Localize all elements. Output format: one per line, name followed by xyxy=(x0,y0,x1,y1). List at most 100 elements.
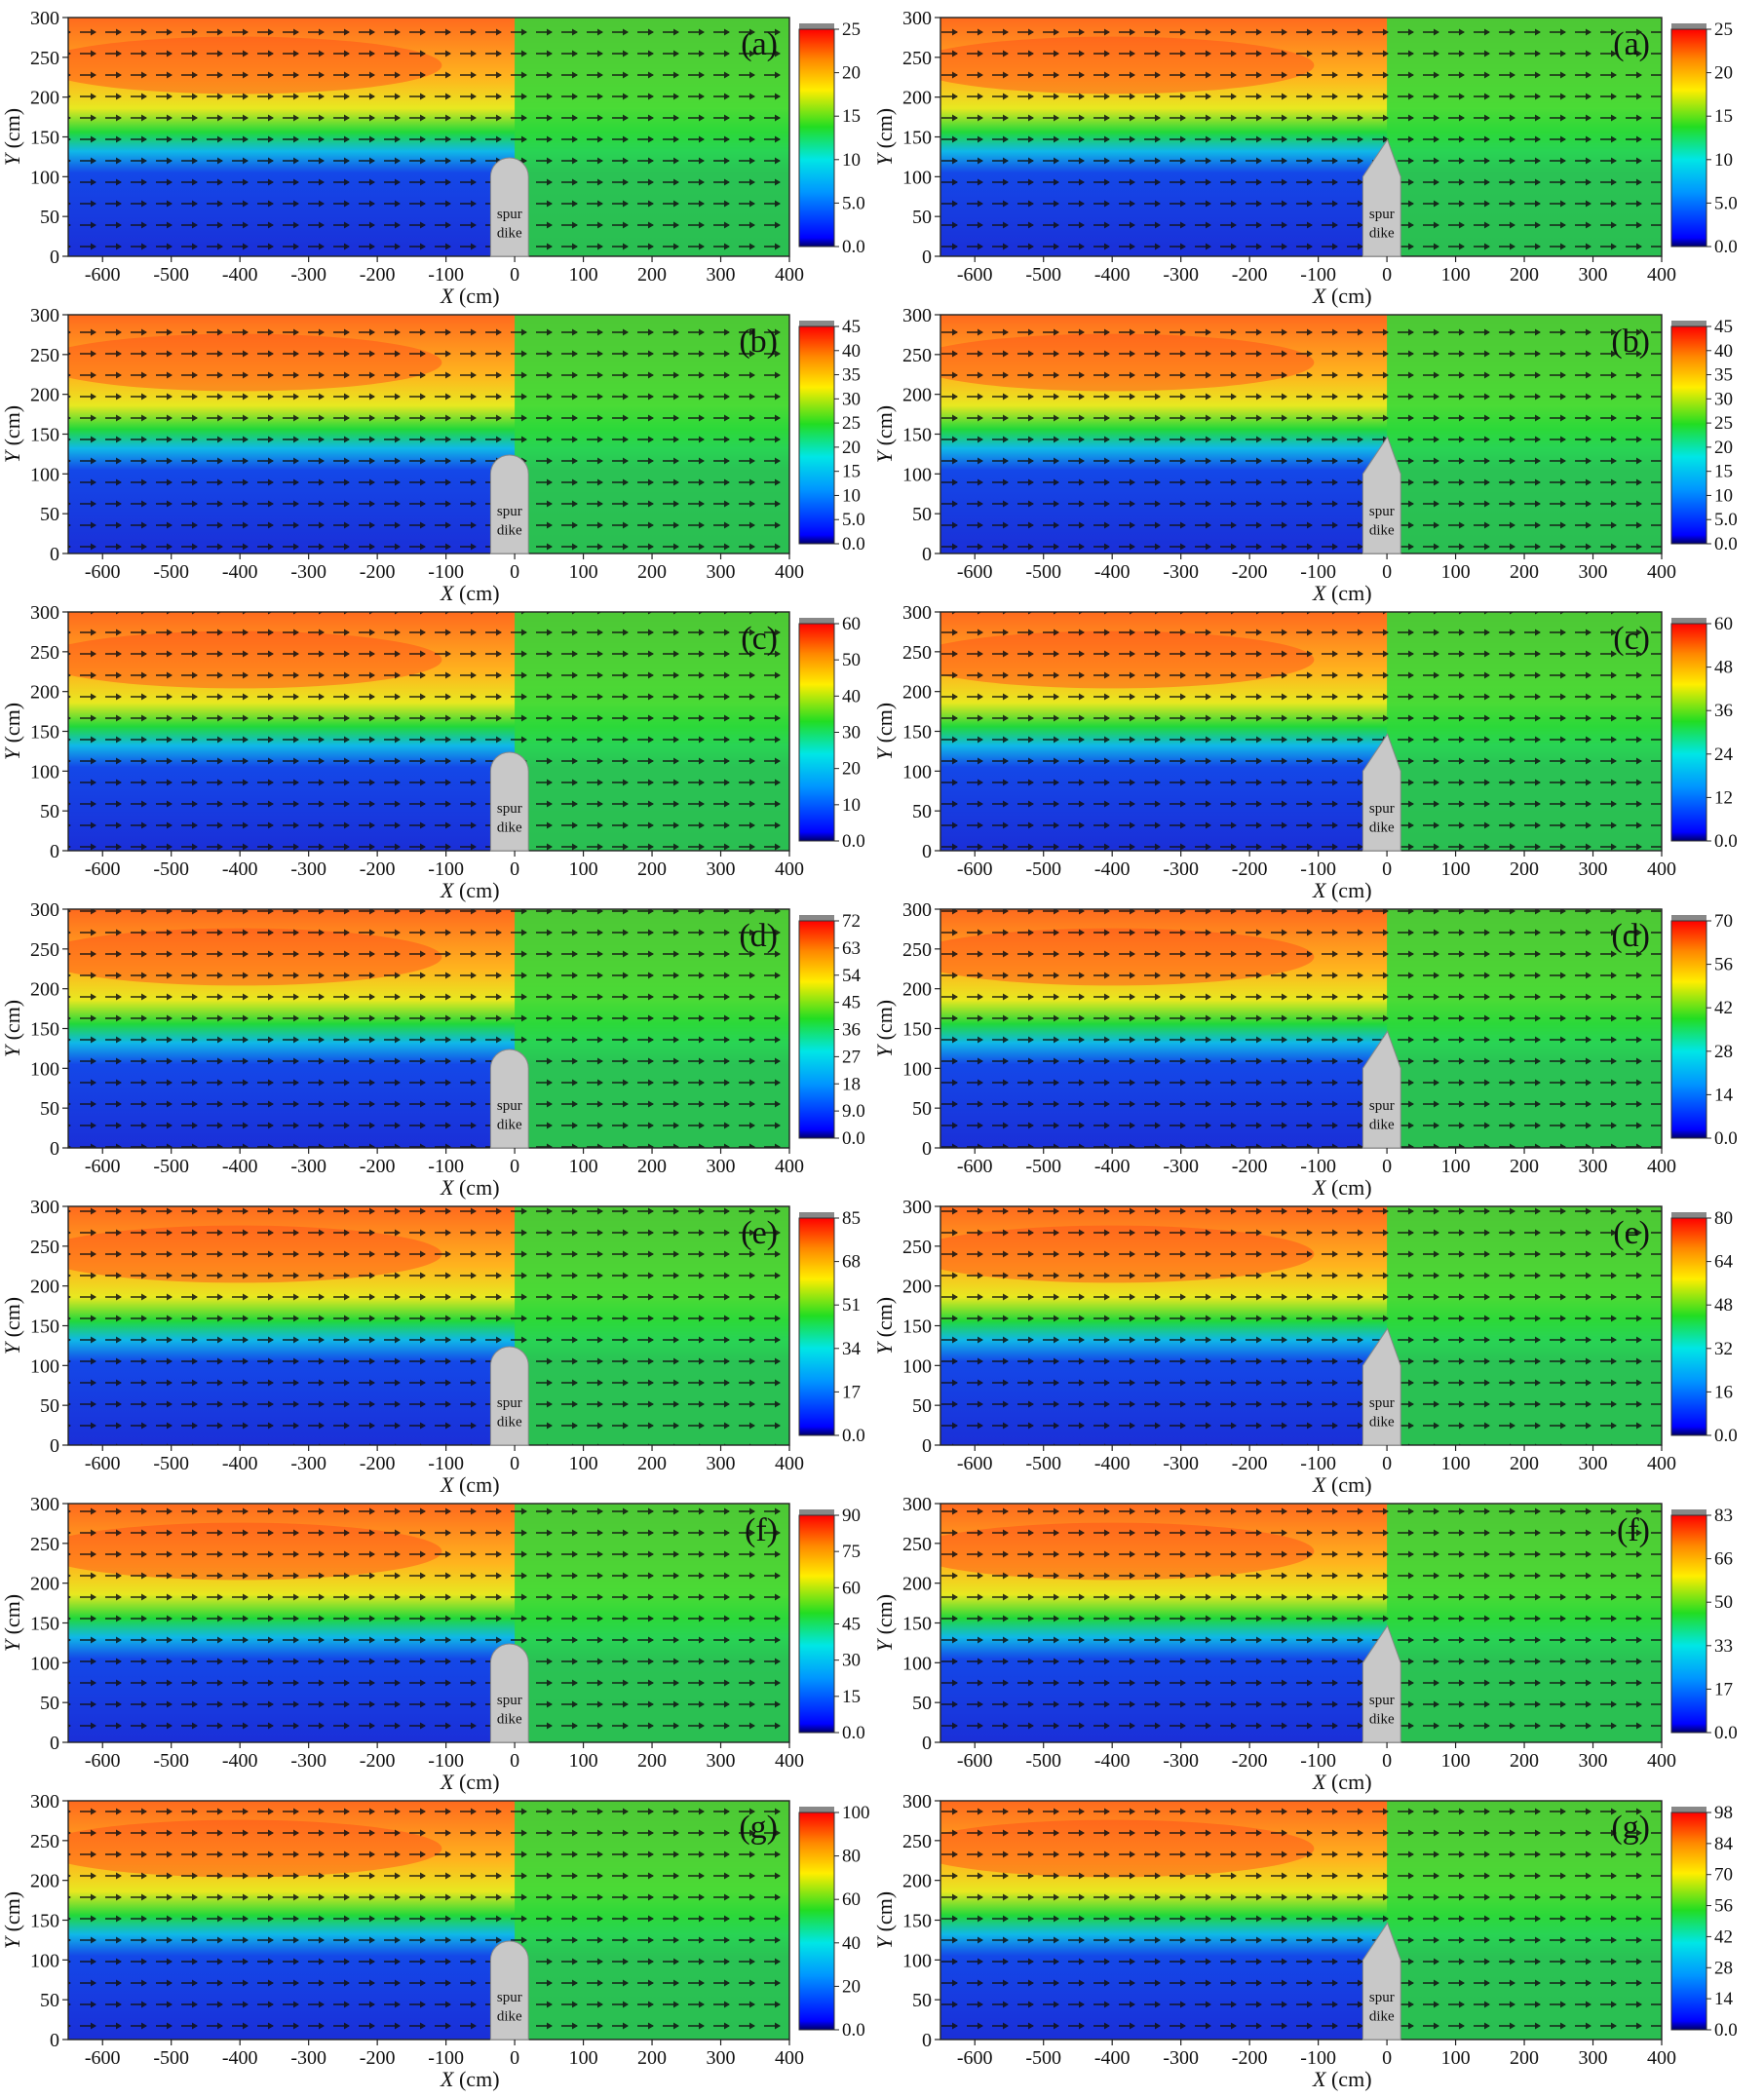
velocity-vectors xyxy=(940,1206,1662,1445)
colorbar-cap xyxy=(799,915,834,921)
velocity-field xyxy=(68,1801,789,2040)
spur-dike: spur dike xyxy=(489,751,529,852)
y-tick-label: 200 xyxy=(30,1277,59,1298)
x-tick-label: -400 xyxy=(1094,1453,1131,1474)
y-tick-label: 100 xyxy=(902,464,932,485)
x-axis: -600 -500 -400 -300 -200 -100 0 100 200 300 400 xyxy=(85,1445,804,1474)
x-tick-label: 400 xyxy=(775,1156,804,1177)
y-tick-label: 250 xyxy=(902,1831,932,1852)
velocity-field xyxy=(940,1206,1662,1445)
y-tick-label: 250 xyxy=(30,642,59,664)
y-tick-label: 100 xyxy=(30,761,59,782)
colorbar-tick-label: 83 xyxy=(1714,1506,1733,1526)
y-tick-label: 0 xyxy=(922,1733,932,1754)
x-axis: -600 -500 -400 -300 -200 -100 0 100 200 300 400 xyxy=(957,1742,1676,1772)
velocity-vectors xyxy=(940,18,1662,256)
y-tick-label: 50 xyxy=(40,1990,59,2011)
colorbar-tick-label: 20 xyxy=(842,438,861,458)
colorbar-tick-label: 10 xyxy=(842,485,861,506)
velocity-vectors xyxy=(940,612,1662,851)
x-axis: -600 -500 -400 -300 -200 -100 0 100 200 300 400 xyxy=(957,553,1676,583)
x-tick-label: -100 xyxy=(1300,1156,1336,1177)
y-tick-label: 50 xyxy=(912,207,932,228)
x-tick-label: -600 xyxy=(85,1750,121,1772)
x-tick-label: -100 xyxy=(428,264,464,286)
colorbar-tick-label: 60 xyxy=(842,1578,861,1598)
colorbar-cap xyxy=(799,618,834,624)
x-axis: -600 -500 -400 -300 -200 -100 0 100 200 300 400 xyxy=(85,1148,804,1177)
colorbar-tick-label: 60 xyxy=(842,1889,861,1910)
x-tick-label: 200 xyxy=(637,561,667,583)
x-tick-label: 100 xyxy=(1441,858,1471,880)
dike-label-line2: dike xyxy=(1369,820,1395,835)
y-axis: 0 50 100 150 200 250 300 xyxy=(30,8,68,268)
x-tick-label: -500 xyxy=(153,1453,189,1474)
colorbar-tick-label: 15 xyxy=(842,462,861,482)
colorbar: 0.0 20 40 60 80 100 xyxy=(798,1803,870,2041)
x-tick-label: -400 xyxy=(1094,1156,1131,1177)
x-tick-label: 200 xyxy=(637,264,667,286)
dike-label-line2: dike xyxy=(1369,1711,1395,1727)
x-tick-label: -200 xyxy=(360,1453,396,1474)
x-axis-label: X (cm) xyxy=(440,1472,499,1497)
colorbar-tick-label: 45 xyxy=(1714,317,1733,337)
colorbar-tick-label: 24 xyxy=(1714,744,1734,765)
y-axis: 0 50 100 150 200 250 300 xyxy=(902,1494,940,1754)
x-axis-label: X (cm) xyxy=(1312,878,1371,902)
panel-right-6: spur dike -600 -500 -400 -300 -200 -100 0 100 200 3… xyxy=(872,1494,1738,1794)
x-tick-label: 0 xyxy=(510,561,519,583)
colorbar-bar xyxy=(1670,920,1707,1139)
colorbar: 0.0 5.0 10 15 20 25 xyxy=(1670,19,1738,257)
colorbar-tick-label: 0.0 xyxy=(1714,2020,1738,2041)
colorbar-tick-label: 98 xyxy=(1714,1803,1733,1823)
y-tick-label: 250 xyxy=(902,1237,932,1258)
dike-shape xyxy=(489,1049,529,1149)
colorbar: 0.0 17 34 51 68 85 xyxy=(798,1208,865,1446)
y-tick-label: 200 xyxy=(30,979,59,1001)
velocity-vectors xyxy=(940,1504,1662,1742)
x-tick-label: 300 xyxy=(707,858,736,880)
y-axis: 0 50 100 150 200 250 300 xyxy=(902,305,940,565)
dike-label-line1: spur xyxy=(1369,1693,1395,1708)
x-tick-label: -500 xyxy=(1025,264,1061,286)
colorbar-bar xyxy=(798,28,835,248)
x-tick-label: -200 xyxy=(1232,1750,1268,1772)
colorbar: 0.0 17 33 50 66 83 xyxy=(1670,1506,1738,1743)
x-tick-label: 400 xyxy=(1647,264,1676,286)
y-axis-label: Y (cm) xyxy=(0,1000,24,1057)
colorbar-tick-label: 20 xyxy=(1714,63,1733,84)
colorbar-tick-label: 90 xyxy=(842,1506,861,1526)
dike-label-line2: dike xyxy=(1369,522,1395,538)
panel-label: (g) xyxy=(739,1810,778,1846)
y-tick-label: 50 xyxy=(40,207,59,228)
y-tick-label: 0 xyxy=(50,841,59,862)
y-tick-label: 50 xyxy=(40,1693,59,1714)
colorbar: 0.0 5.0 10 15 20 25 xyxy=(798,19,865,257)
x-tick-label: 100 xyxy=(1441,2047,1471,2069)
y-tick-label: 100 xyxy=(30,167,59,188)
colorbar: 0.0 9.0 18 27 36 45 54 63 72 xyxy=(798,911,865,1149)
y-tick-label: 300 xyxy=(902,1494,932,1515)
x-tick-label: -300 xyxy=(1163,1156,1199,1177)
x-tick-label: 200 xyxy=(1510,2047,1539,2069)
y-tick-label: 200 xyxy=(902,385,932,406)
velocity-field xyxy=(940,909,1662,1148)
colorbar-cap xyxy=(1671,23,1706,29)
x-tick-label: -400 xyxy=(1094,561,1131,583)
velocity-vectors xyxy=(940,315,1662,553)
colorbar-bar xyxy=(798,623,835,842)
x-tick-label: -400 xyxy=(1094,2047,1131,2069)
colorbar-tick-label: 33 xyxy=(1714,1636,1733,1657)
x-axis-label: X (cm) xyxy=(440,2067,499,2091)
x-tick-label: -500 xyxy=(1025,2047,1061,2069)
x-tick-label: -600 xyxy=(957,561,993,583)
panel-label: (d) xyxy=(739,918,778,954)
colorbar-bar xyxy=(1670,1812,1707,2031)
y-axis: 0 50 100 150 200 250 300 xyxy=(902,8,940,268)
y-tick-label: 50 xyxy=(40,1395,59,1417)
colorbar-tick-label: 0.0 xyxy=(842,1723,865,1743)
x-tick-label: -600 xyxy=(957,858,993,880)
y-tick-label: 200 xyxy=(30,1574,59,1595)
colorbar-tick-label: 30 xyxy=(842,723,861,744)
y-tick-label: 300 xyxy=(30,8,59,29)
